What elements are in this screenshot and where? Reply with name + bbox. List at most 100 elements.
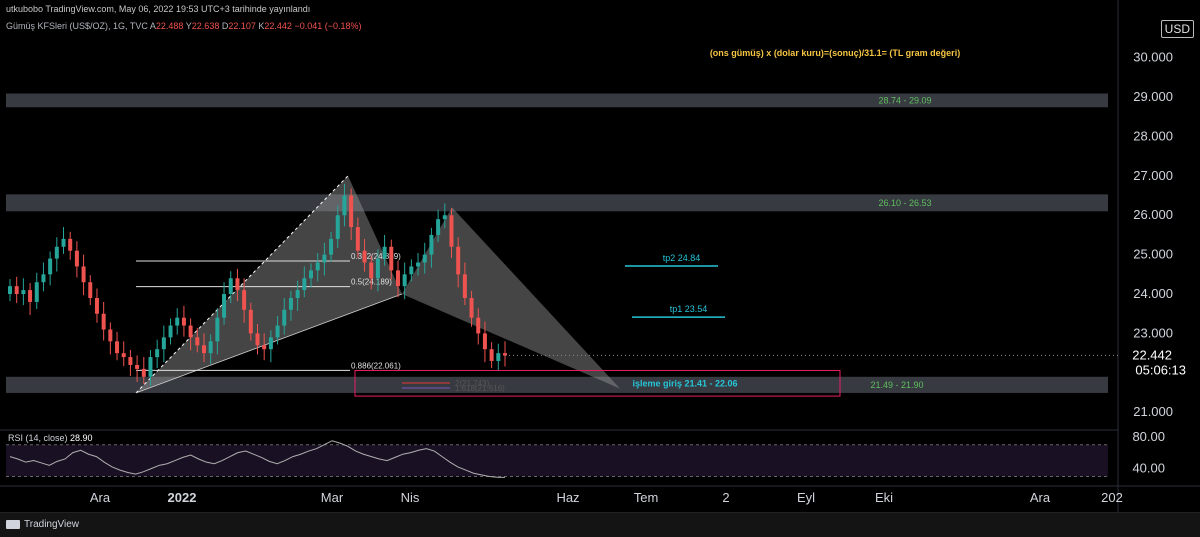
- candle-body: [422, 254, 427, 263]
- candle-body: [449, 215, 454, 247]
- rsi-axis-tick: 80.00: [1132, 429, 1165, 444]
- support-resistance-zone: [6, 376, 1108, 393]
- candle-body: [375, 258, 380, 279]
- candle-body: [228, 278, 233, 295]
- candle-body: [282, 309, 287, 326]
- candle-body: [322, 254, 327, 263]
- candle-body: [188, 325, 193, 338]
- fib-level-label: 0.382(24.839): [351, 252, 401, 261]
- candle-body: [68, 238, 73, 251]
- entry-zone-box: [354, 369, 841, 397]
- rsi-axis-tick: 40.00: [1132, 461, 1165, 476]
- candle-body: [288, 297, 293, 310]
- time-axis-tick: Ara: [90, 490, 111, 505]
- tradingview-logo[interactable]: TradingView: [6, 519, 79, 530]
- fib-level-label: 0.886(22.061): [351, 361, 401, 370]
- support-resistance-zone: [6, 194, 1108, 212]
- last-price-value: 22.442: [1132, 347, 1172, 362]
- support-resistance-zone: [6, 93, 1108, 108]
- candle-body: [395, 270, 400, 287]
- candle-body: [242, 290, 247, 310]
- open-label: A: [149, 21, 156, 31]
- candle-body: [81, 266, 86, 283]
- candle-body: [21, 290, 26, 295]
- symbol-legend: Gümüş KFSleri (US$/OZ), 1G, TVC A22.488 …: [6, 21, 362, 31]
- candle-body: [248, 309, 253, 334]
- last-price-badge-bg: [1120, 346, 1200, 379]
- candle-body: [141, 368, 146, 377]
- rsi-value: 28.90: [70, 433, 93, 443]
- candle-body: [121, 353, 126, 358]
- zone-label: 26.10 - 26.53: [878, 198, 931, 208]
- candle-body: [436, 219, 441, 235]
- candle-body: [115, 341, 120, 354]
- entry-zone-label: işleme giriş 21.41 - 22.06: [632, 378, 737, 388]
- time-axis-tick: Ara: [1030, 490, 1051, 505]
- candle-body: [342, 195, 347, 216]
- rsi-title: RSI (14, close) 28.90: [8, 433, 93, 443]
- price-axis-tick: 25.000: [1133, 247, 1173, 262]
- candle-body: [41, 274, 46, 283]
- candle-body: [34, 282, 39, 302]
- candle-body: [88, 282, 93, 298]
- candle-body: [489, 349, 494, 362]
- candle-body: [128, 357, 133, 365]
- open-value: 22.488: [155, 21, 184, 31]
- high-label: Y: [185, 21, 192, 31]
- candle-body: [8, 286, 12, 295]
- candle-body: [61, 238, 66, 247]
- time-axis-tick: 2: [722, 490, 729, 505]
- candle-body: [355, 227, 360, 251]
- candle-body: [268, 337, 273, 350]
- low-label: D: [221, 21, 229, 31]
- footer-bar: TradingView: [0, 512, 1200, 537]
- candle-body: [135, 364, 140, 369]
- candle-body: [442, 215, 447, 220]
- candle-body: [195, 337, 200, 346]
- harmonic-xa-leg: [135, 175, 349, 394]
- candle-body: [429, 234, 434, 255]
- candle-body: [302, 278, 307, 291]
- candle-body: [54, 246, 59, 259]
- rsi-band-fill: [6, 444, 1108, 477]
- candle-body: [369, 262, 374, 279]
- candle-body: [181, 317, 186, 326]
- time-axis-tick: Nis: [401, 490, 420, 505]
- tradingview-icon: [6, 520, 20, 529]
- price-axis-tick: 30.000: [1133, 50, 1173, 65]
- candle-body: [262, 345, 267, 350]
- price-axis-tick: 29.000: [1133, 89, 1173, 104]
- candle-body: [208, 341, 213, 354]
- time-axis-tick: 2022: [168, 490, 197, 505]
- candle-body: [295, 290, 300, 298]
- low-value: 22.107: [228, 21, 256, 31]
- formula-note: (ons gümüş) x (dolar kuru)=(sonuç)/31.1=…: [710, 48, 960, 58]
- candle-body: [402, 274, 407, 287]
- price-axis-tick: 21.000: [1133, 404, 1173, 419]
- price-countdown: 05:06:13: [1135, 362, 1186, 377]
- candle-body: [161, 337, 166, 350]
- take-profit-label: tp1 23.54: [670, 304, 708, 314]
- candle-body: [482, 333, 487, 350]
- time-axis-tick: Tem: [634, 490, 659, 505]
- candle-body: [215, 317, 220, 342]
- candle-body: [409, 266, 414, 275]
- candle-body: [462, 274, 467, 298]
- candle-body: [108, 329, 113, 342]
- price-axis-tick: 28.000: [1133, 128, 1173, 143]
- candle-body: [74, 250, 79, 267]
- candle-body: [503, 353, 507, 356]
- symbol-name[interactable]: Gümüş KFSleri (US$/OZ), 1G, TVC: [6, 21, 148, 31]
- currency-button[interactable]: USD: [1160, 20, 1194, 38]
- candle-body: [155, 349, 160, 358]
- zone-label: 28.74 - 29.09: [878, 95, 931, 105]
- candle-body: [469, 297, 474, 318]
- price-chart[interactable]: 28.74 - 29.09 26.10 - 26.53 21.49 - 21.90 0…: [0, 0, 1200, 513]
- candle-body: [496, 353, 501, 362]
- candle-body: [389, 246, 394, 271]
- close-label: K: [258, 21, 265, 31]
- candle-body: [175, 317, 180, 326]
- candle-body: [255, 333, 260, 346]
- price-axis-tick: 27.000: [1133, 168, 1173, 183]
- candle-body: [168, 325, 173, 338]
